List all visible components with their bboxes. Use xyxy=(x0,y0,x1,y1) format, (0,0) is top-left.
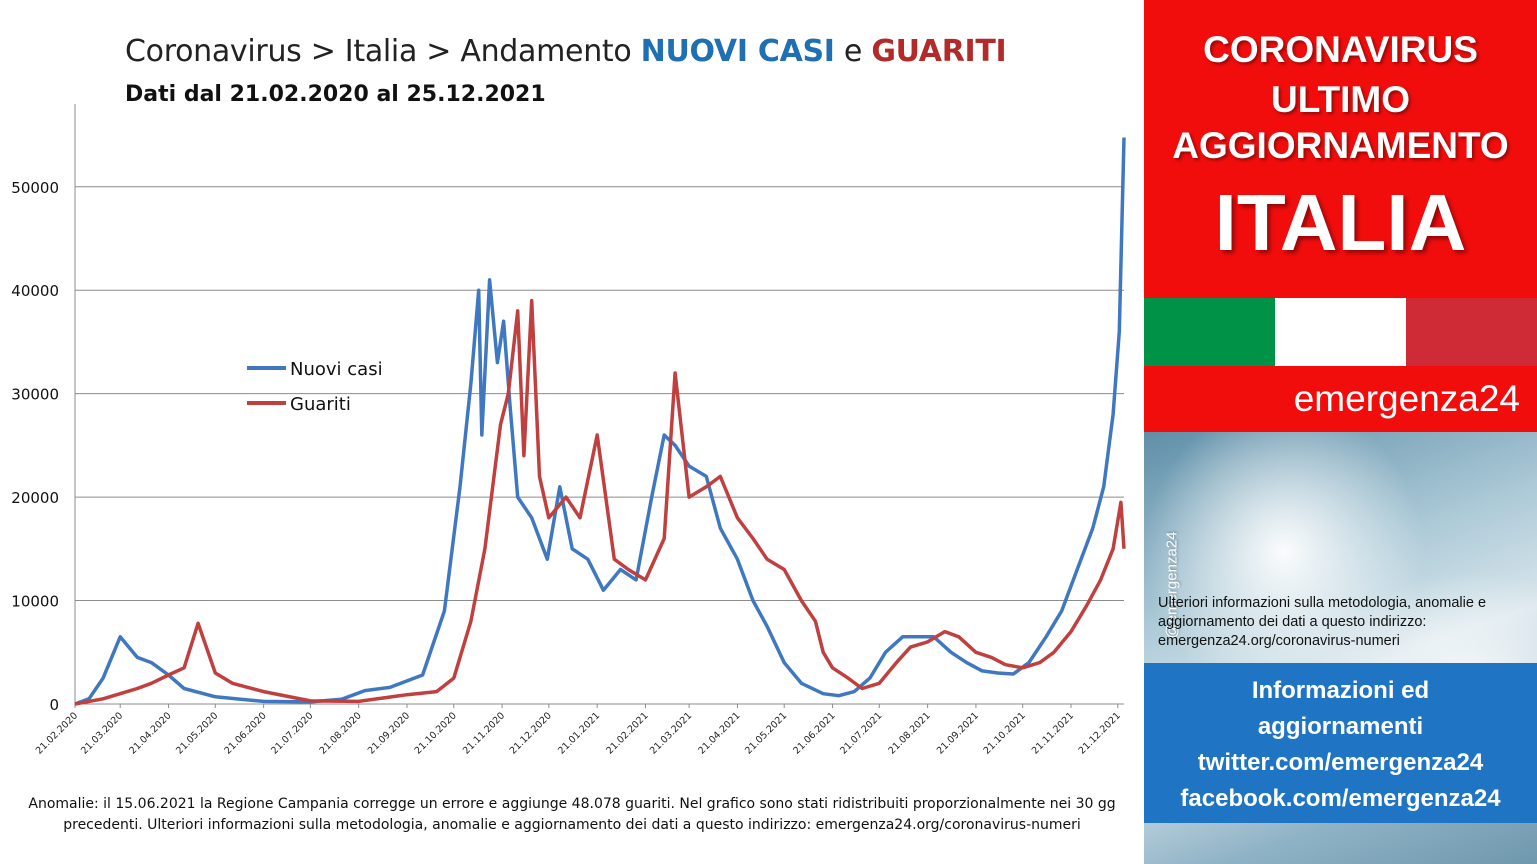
brand-name: emergenza24 xyxy=(1144,366,1537,432)
x-tick-label: 21.10.2021 xyxy=(982,710,1028,756)
info-line: aggiornamenti xyxy=(1257,713,1424,740)
series-nuovi-casi-line xyxy=(74,137,1126,706)
x-tick-label: 21.11.2020 xyxy=(461,710,507,756)
x-tick-label: 21.06.2021 xyxy=(791,710,837,756)
chart-subtitle: Dati dal 21.02.2020 al 25.12.2021 xyxy=(125,82,546,107)
x-tick-label: 21.02.2021 xyxy=(604,710,650,756)
headline-line-1: CORONAVIRUS xyxy=(1203,29,1478,70)
flag-white-stripe xyxy=(1275,298,1406,366)
x-tick-label: 21.05.2020 xyxy=(174,710,220,756)
info-box: Informazioni ed aggiornamenti twitter.co… xyxy=(1144,663,1537,823)
title-prefix: Coronavirus > Italia > Andamento xyxy=(125,34,641,69)
headline-line-3: AGGIORNAMENTO xyxy=(1172,125,1509,166)
chart-title: Coronavirus > Italia > Andamento NUOVI C… xyxy=(125,34,1007,69)
x-tick-label: 21.07.2021 xyxy=(838,710,884,756)
x-tick-label: 21.11.2021 xyxy=(1030,710,1076,756)
headline-block: CORONAVIRUS ULTIMO AGGIORNAMENTO ITALIA xyxy=(1144,0,1537,298)
flag-red-stripe xyxy=(1406,298,1537,366)
title-guariti: GUARITI xyxy=(871,34,1007,69)
y-tick-label: 0 xyxy=(49,696,59,714)
x-tick-label: 21.09.2021 xyxy=(935,710,981,756)
anomaly-note: Anomalie: il 15.06.2021 la Regione Campa… xyxy=(28,796,1116,833)
x-tick-label: 21.09.2020 xyxy=(366,710,412,756)
y-tick-label: 10000 xyxy=(11,593,59,611)
x-tick-label: 21.12.2021 xyxy=(1077,710,1123,756)
y-tick-label: 30000 xyxy=(11,386,59,404)
y-tick-label: 40000 xyxy=(11,282,59,300)
x-tick-label: 21.07.2020 xyxy=(269,710,315,756)
x-tick-label: 21.04.2021 xyxy=(696,710,742,756)
headline-country: ITALIA xyxy=(1214,178,1467,267)
series-guariti-line xyxy=(74,298,1126,706)
x-tick-label: 21.03.2020 xyxy=(79,710,125,756)
y-tick-label: 50000 xyxy=(11,179,59,197)
line-chart: 0100002000030000400005000021.02.202021.0… xyxy=(11,104,1126,757)
x-tick-label: 21.02.2020 xyxy=(34,710,80,756)
side-panel: CORONAVIRUS ULTIMO AGGIORNAMENTO ITALIA … xyxy=(1144,0,1537,864)
x-tick-label: 21.08.2020 xyxy=(318,710,364,756)
headline-line-2: ULTIMO xyxy=(1270,79,1411,120)
facebook-link[interactable]: facebook.com/emergenza24 xyxy=(1180,785,1501,812)
x-tick-label: 21.08.2021 xyxy=(886,710,932,756)
x-tick-label: 21.06.2020 xyxy=(222,710,268,756)
x-tick-label: 21.01.2021 xyxy=(556,710,602,756)
legend-label: Nuovi casi xyxy=(290,359,383,380)
x-tick-label: 21.04.2020 xyxy=(127,710,173,756)
x-tick-label: 21.05.2021 xyxy=(743,710,789,756)
title-connector: e xyxy=(834,34,872,69)
twitter-link[interactable]: twitter.com/emergenza24 xyxy=(1197,749,1484,776)
x-tick-label: 21.03.2021 xyxy=(648,710,694,756)
title-nuovi-casi: NUOVI CASI xyxy=(640,34,835,69)
chart-area: Coronavirus > Italia > Andamento NUOVI C… xyxy=(11,34,1126,833)
italian-flag xyxy=(1144,298,1537,366)
legend-label: Guariti xyxy=(290,394,351,415)
info-line: Informazioni ed xyxy=(1251,677,1430,704)
methodology-text: Ulteriori informazioni sulla metodologia… xyxy=(1158,595,1487,649)
y-tick-label: 20000 xyxy=(11,489,59,507)
x-tick-label: 21.12.2020 xyxy=(508,710,554,756)
flag-green-stripe xyxy=(1144,298,1275,366)
x-tick-label: 21.10.2020 xyxy=(413,710,459,756)
